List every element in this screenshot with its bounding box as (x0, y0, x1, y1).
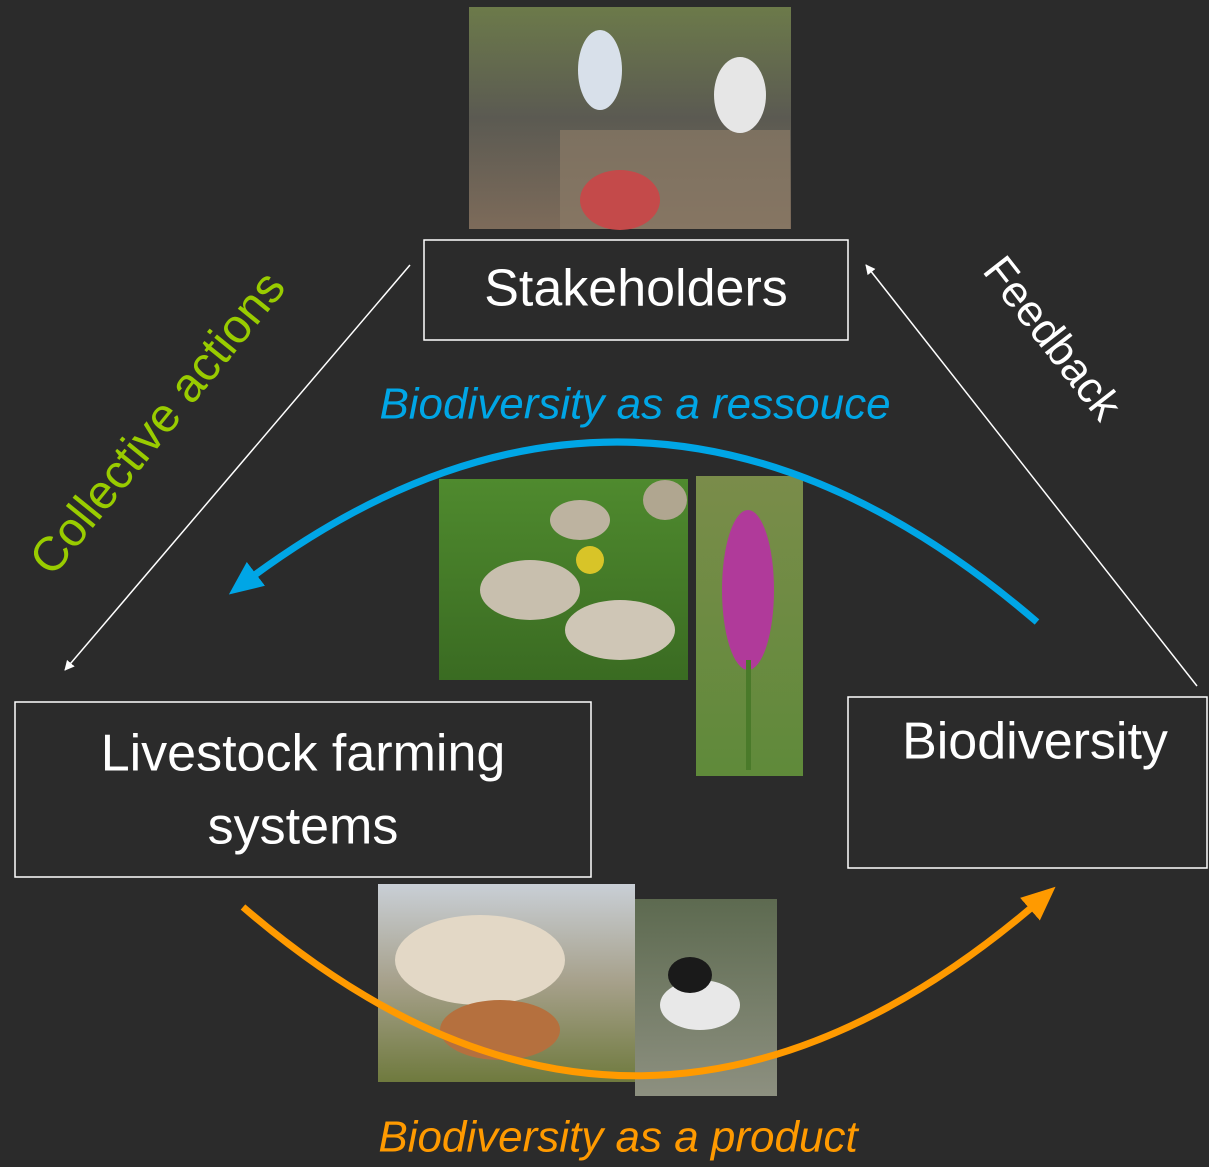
photo-lapwing (635, 899, 777, 1096)
diagram: Stakeholders Livestock farming systems B… (0, 0, 1209, 1167)
photo-orchid (696, 476, 803, 776)
node-label: systems (208, 798, 399, 856)
node-label: Biodiversity (902, 713, 1168, 771)
edge-label: Collective actions (20, 261, 296, 585)
node-label: Livestock farming (101, 725, 506, 783)
photo-sheep (439, 479, 688, 680)
edge-label: Biodiversity as a product (378, 1113, 859, 1162)
photo-cow (378, 884, 635, 1082)
edge-label: Biodiversity as a ressouce (379, 380, 890, 429)
photo-stakeholders (469, 7, 791, 230)
node-label: Stakeholders (484, 260, 788, 318)
edge-label: Feedback (973, 247, 1131, 430)
